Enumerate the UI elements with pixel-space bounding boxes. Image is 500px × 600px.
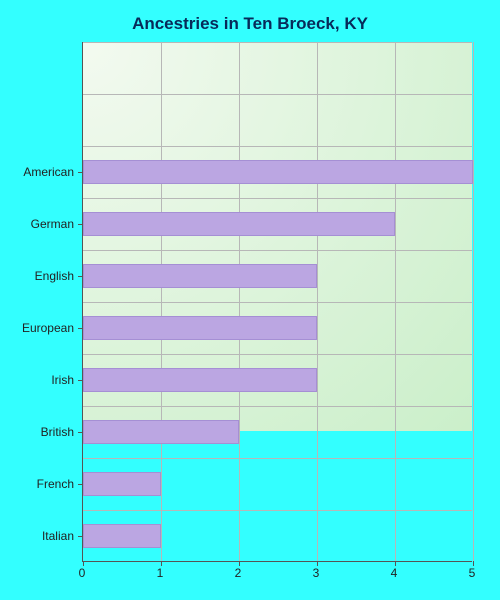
y-axis-label: French (4, 477, 74, 491)
bar (83, 212, 395, 236)
x-gridline (473, 42, 474, 561)
y-gridline (83, 354, 472, 355)
bar (83, 420, 239, 444)
y-gridline (83, 510, 472, 511)
bar (83, 472, 161, 496)
y-gridline (83, 42, 472, 43)
chart-title: Ancestries in Ten Broeck, KY (0, 14, 500, 34)
y-axis-label: European (4, 321, 74, 335)
bar (83, 264, 317, 288)
y-axis-label: German (4, 217, 74, 231)
y-gridline (83, 302, 472, 303)
y-gridline (83, 94, 472, 95)
y-gridline (83, 250, 472, 251)
x-axis-label: 1 (157, 566, 164, 580)
bar (83, 368, 317, 392)
x-axis-label: 2 (235, 566, 242, 580)
x-axis-label: 3 (313, 566, 320, 580)
x-axis-label: 4 (391, 566, 398, 580)
y-gridline (83, 458, 472, 459)
y-gridline (83, 198, 472, 199)
y-axis-label: English (4, 269, 74, 283)
y-axis-label: Italian (4, 529, 74, 543)
y-axis-label: American (4, 165, 74, 179)
bar (83, 316, 317, 340)
x-axis-label: 0 (79, 566, 86, 580)
chart-plot-area (82, 42, 472, 562)
y-axis-label: British (4, 425, 74, 439)
y-gridline (83, 146, 472, 147)
bar (83, 524, 161, 548)
x-axis-label: 5 (469, 566, 476, 580)
y-gridline (83, 406, 472, 407)
y-axis-label: Irish (4, 373, 74, 387)
bar (83, 160, 473, 184)
page-root: Ancestries in Ten Broeck, KY City-Data.c… (0, 0, 500, 600)
